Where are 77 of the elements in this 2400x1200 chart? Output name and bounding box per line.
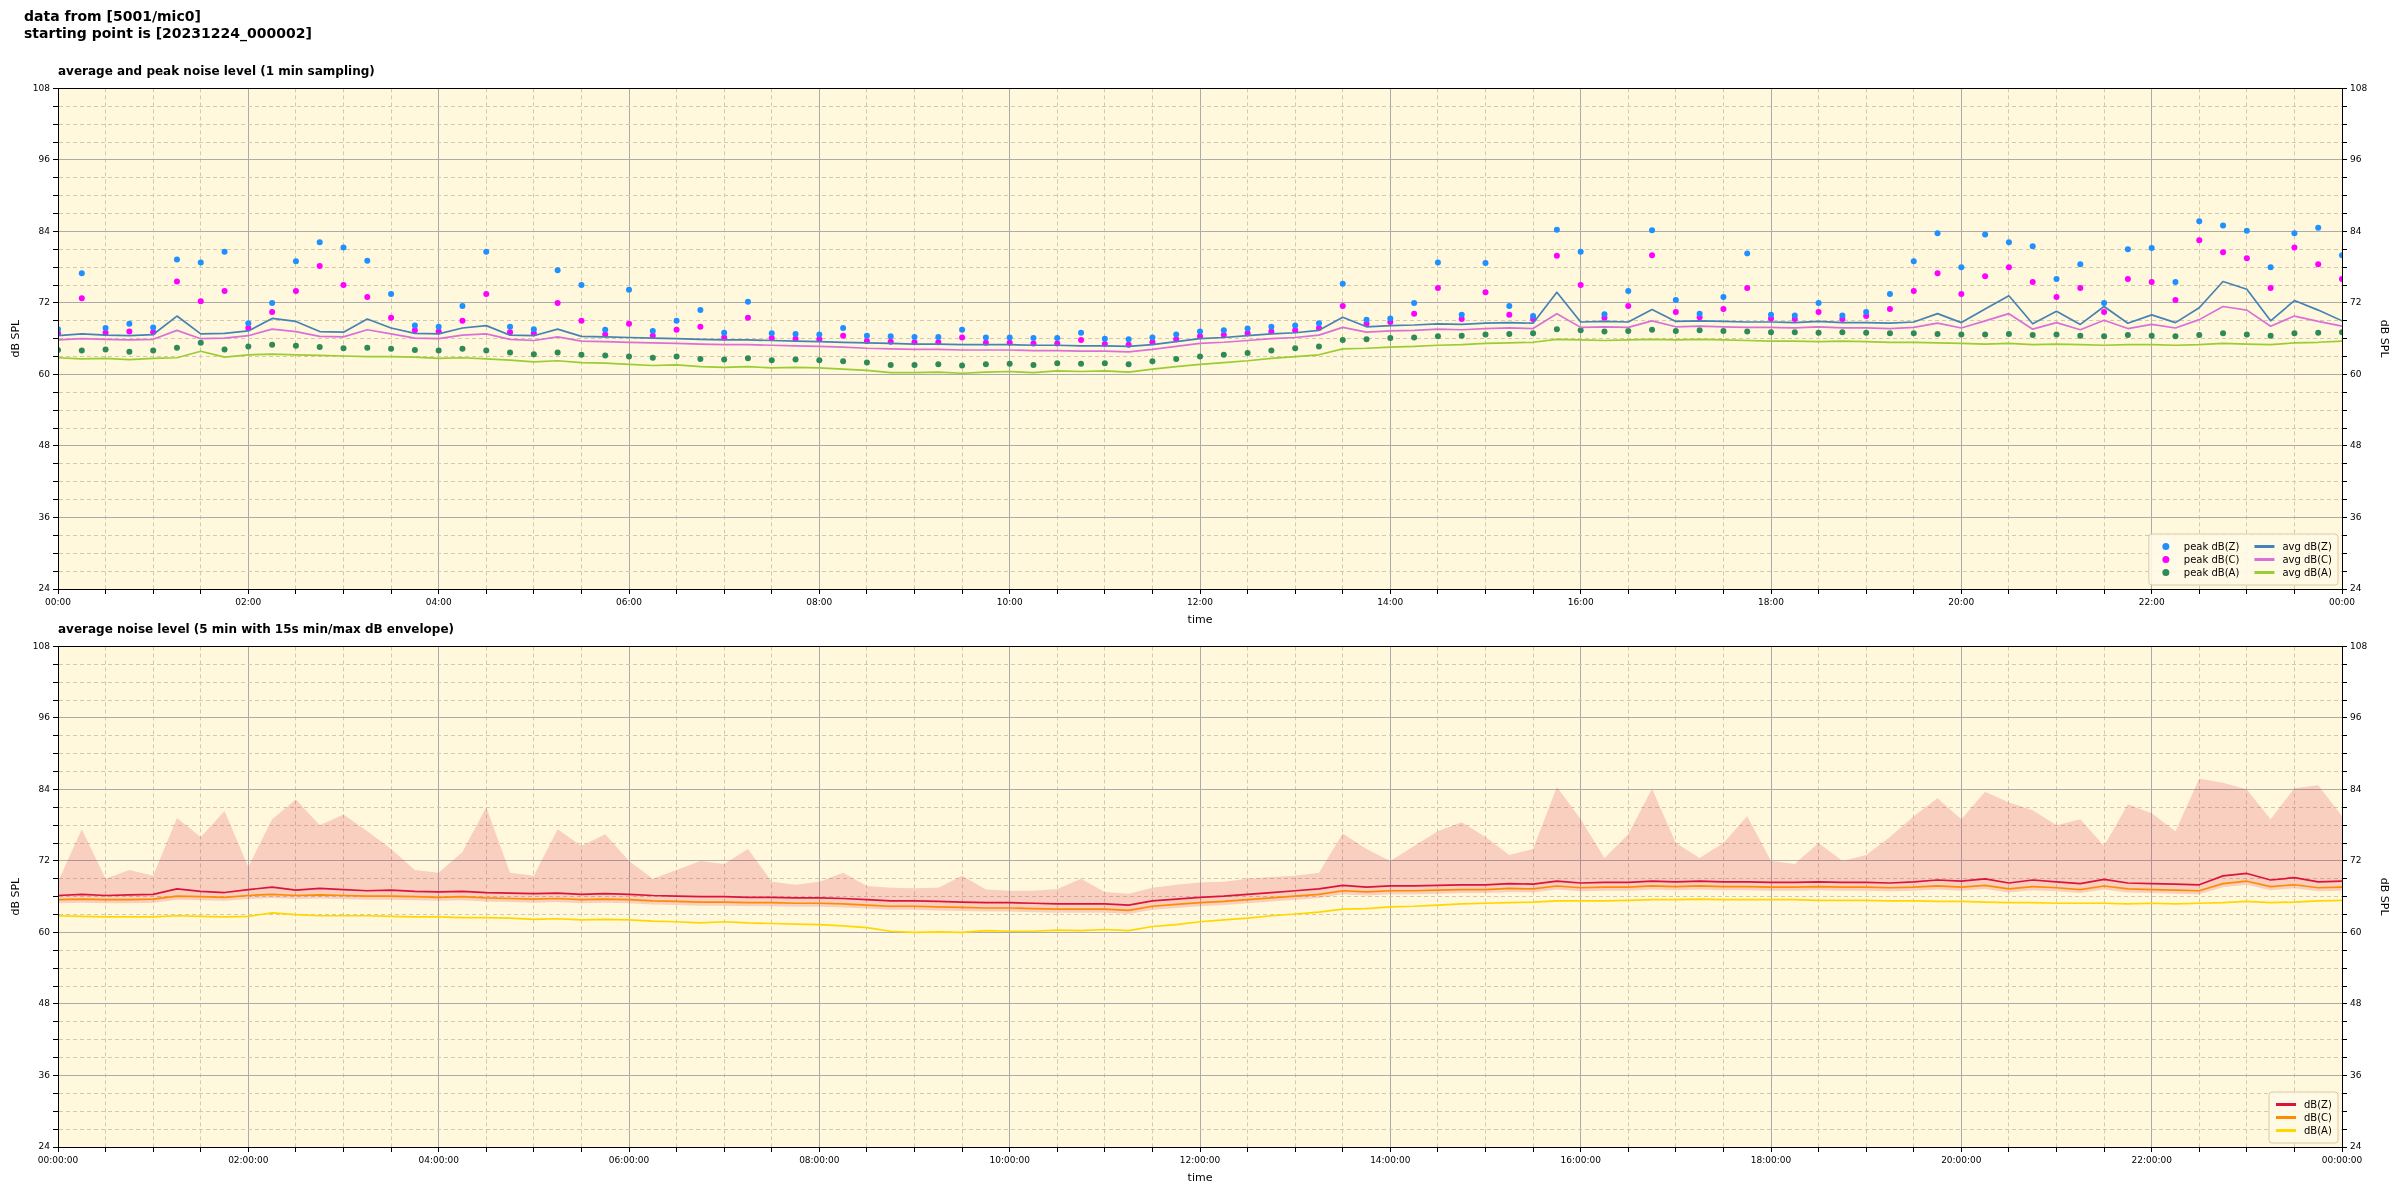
- x-tick-label: 00:00:00: [2321, 1154, 2363, 1165]
- x-tick-label: 00:00:00: [37, 1154, 79, 1165]
- y-tick-label: 96: [38, 712, 51, 723]
- x-tick-label: 06:00:00: [608, 1154, 650, 1165]
- x-tick-label: 14:00: [1377, 596, 1404, 607]
- legend-label: peak dB(C): [2183, 553, 2240, 565]
- y-tick-label: 24: [38, 1141, 51, 1152]
- y2-tick-label: 84: [2350, 225, 2362, 236]
- x-tick-label: 18:00: [1758, 596, 1785, 607]
- x-axis-title: time: [1187, 613, 1213, 627]
- x-tick-label: 18:00:00: [1750, 1154, 1792, 1165]
- y-tick-label: 84: [38, 225, 51, 236]
- y-tick-label: 24: [38, 583, 51, 594]
- y-tick-label: 108: [32, 640, 51, 651]
- legend-label: peak dB(Z): [2183, 540, 2240, 552]
- y-axis-title: dB SPL: [9, 318, 23, 358]
- legend-label: dB(C): [2304, 1111, 2333, 1123]
- y2-axis-title: dB SPL: [2377, 877, 2391, 917]
- legend-label: avg dB(Z): [2282, 540, 2332, 552]
- x-tick-label: 12:00:00: [1179, 1154, 1221, 1165]
- x-tick-label: 08:00:00: [799, 1154, 840, 1165]
- x-tick-label: 22:00:00: [2131, 1154, 2173, 1165]
- y-tick-label: 96: [38, 154, 51, 165]
- y-tick-label: 48: [38, 998, 51, 1009]
- y-tick-label: 36: [38, 1069, 51, 1080]
- x-tick-label: 02:00: [235, 596, 262, 607]
- y2-tick-label: 72: [2350, 855, 2362, 866]
- text: starting point is [20231224_000002]: [24, 25, 312, 42]
- y-tick-label: 72: [38, 297, 50, 308]
- y2-tick-label: 84: [2350, 783, 2362, 794]
- chart-title: average noise level (5 min with 15s min/max dB envelope): [58, 621, 455, 638]
- x-tick-label: 20:00:00: [1941, 1154, 1982, 1165]
- y2-tick-label: 48: [2350, 440, 2362, 451]
- x-tick-label: 10:00:00: [989, 1154, 1031, 1165]
- y-axis-title: dB SPL: [9, 876, 23, 916]
- legend-label: dB(A): [2304, 1124, 2332, 1136]
- x-tick-label: 16:00: [1567, 596, 1594, 607]
- y2-tick-label: 96: [2350, 712, 2362, 723]
- y-tick-label: 60: [38, 926, 51, 937]
- y2-tick-label: 36: [2350, 1069, 2362, 1080]
- x-tick-label: 04:00:00: [418, 1154, 460, 1165]
- x-tick-label: 00:00: [2329, 596, 2356, 607]
- legend-label: peak dB(A): [2183, 566, 2240, 578]
- chart-title: average and peak noise level (1 min sampling): [58, 63, 375, 80]
- y-tick-label: 108: [32, 82, 51, 93]
- y2-tick-label: 72: [2350, 297, 2362, 308]
- y2-tick-label: 108: [2350, 82, 2368, 93]
- y2-axis-title: dB SPL: [2377, 319, 2391, 359]
- x-tick-label: 20:00: [1948, 596, 1975, 607]
- y2-tick-label: 36: [2350, 511, 2362, 522]
- y2-tick-label: 108: [2350, 640, 2368, 651]
- x-tick-label: 06:00: [616, 596, 643, 607]
- text: data from [5001/mic0]: [24, 8, 202, 25]
- x-tick-label: 22:00: [2138, 596, 2165, 607]
- x-tick-label: 16:00:00: [1560, 1154, 1602, 1165]
- x-axis-title: time: [1187, 1171, 1213, 1185]
- y2-tick-label: 24: [2350, 583, 2362, 594]
- x-tick-label: 08:00: [806, 596, 833, 607]
- y2-tick-label: 24: [2350, 1141, 2362, 1152]
- x-tick-label: 04:00: [425, 596, 452, 607]
- y2-tick-label: 60: [2350, 368, 2362, 379]
- y-tick-label: 48: [38, 440, 51, 451]
- x-tick-label: 12:00: [1187, 596, 1214, 607]
- x-tick-label: 10:00: [996, 596, 1023, 607]
- x-tick-label: 14:00:00: [1370, 1154, 1411, 1165]
- y2-tick-label: 60: [2350, 926, 2362, 937]
- y-tick-label: 36: [38, 511, 51, 522]
- y-tick-label: 72: [38, 855, 50, 866]
- x-tick-label: 00:00: [45, 596, 72, 607]
- legend-label: avg dB(C): [2282, 553, 2333, 565]
- legend-label: avg dB(A): [2282, 566, 2332, 578]
- x-tick-label: 02:00:00: [228, 1154, 269, 1165]
- legend-label: dB(Z): [2304, 1098, 2332, 1110]
- y2-tick-label: 96: [2350, 154, 2362, 165]
- y2-tick-label: 48: [2350, 998, 2362, 1009]
- y-tick-label: 84: [38, 783, 51, 794]
- y-tick-label: 60: [38, 368, 51, 379]
